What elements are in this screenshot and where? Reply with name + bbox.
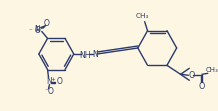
Text: +: + (50, 77, 55, 82)
Text: N: N (34, 25, 40, 34)
Text: O: O (44, 19, 49, 28)
Text: N: N (47, 77, 52, 86)
Text: O: O (199, 82, 205, 91)
Text: ⁻: ⁻ (45, 89, 48, 95)
Text: +: + (41, 25, 46, 30)
Text: O: O (35, 26, 41, 35)
Text: N: N (93, 50, 99, 58)
Text: CH₃: CH₃ (205, 67, 218, 73)
Text: NH: NH (80, 51, 91, 59)
Text: O: O (48, 87, 53, 96)
Text: O: O (56, 77, 62, 86)
Text: CH₃: CH₃ (136, 13, 149, 19)
Text: O: O (188, 71, 194, 80)
Text: ⁻: ⁻ (28, 28, 32, 34)
